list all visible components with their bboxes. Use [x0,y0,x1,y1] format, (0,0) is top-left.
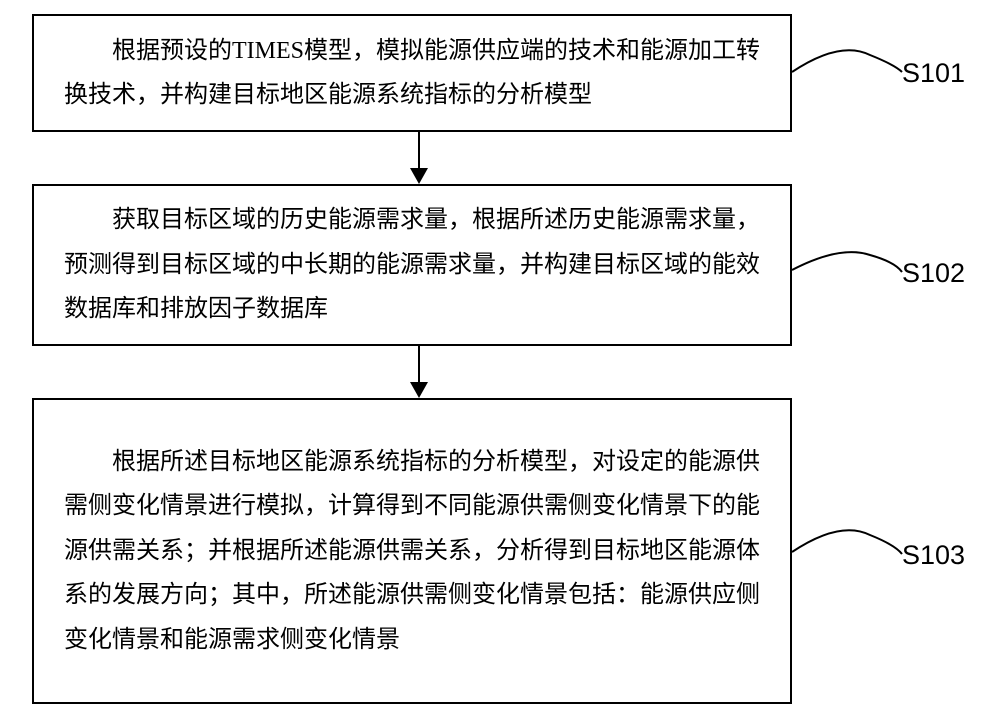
connector-path-s103 [792,530,902,554]
step-label-s101: S101 [902,58,965,89]
step-label-s102: S102 [902,258,965,289]
connector-s103 [0,0,1000,715]
step-label-s103: S103 [902,540,965,571]
flowchart-container: 根据预设的TIMES模型，模拟能源供应端的技术和能源加工转换技术，并构建目标地区… [0,0,1000,715]
